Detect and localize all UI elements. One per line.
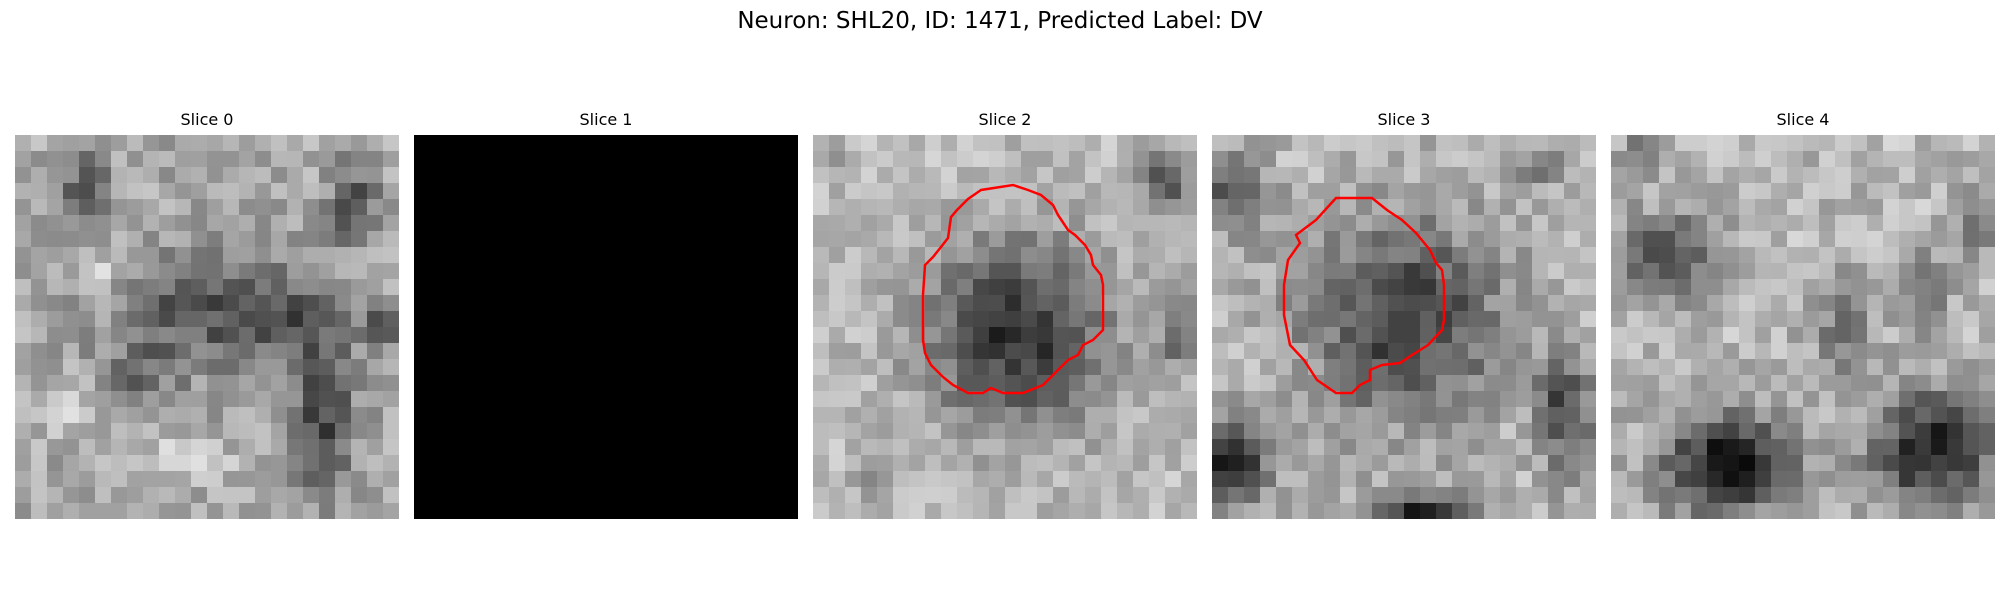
slice-panel-1: Slice 1 [414, 108, 798, 519]
slice-title-3: Slice 3 [1377, 110, 1431, 129]
slice-panel-4: Slice 4 [1611, 108, 1995, 519]
slice-title-2: Slice 2 [978, 110, 1032, 129]
slice-title-1: Slice 1 [579, 110, 633, 129]
slice-panel-2: Slice 2 [813, 108, 1197, 519]
segmentation-contour [921, 183, 1105, 395]
slice-image-3 [1212, 135, 1596, 519]
slice-pixels [813, 135, 1197, 519]
slice-image-1 [414, 135, 798, 519]
slice-pixels [414, 135, 798, 519]
segmentation-contour [1282, 196, 1446, 395]
slice-image-0 [15, 135, 399, 519]
slice-panel-3: Slice 3 [1212, 108, 1596, 519]
slice-pixels [15, 135, 399, 519]
slice-image-4 [1611, 135, 1995, 519]
slice-title-0: Slice 0 [180, 110, 234, 129]
slice-title-4: Slice 4 [1776, 110, 1830, 129]
slice-panel-0: Slice 0 [15, 108, 399, 519]
slice-pixels [1611, 135, 1995, 519]
slice-pixels [1212, 135, 1596, 519]
figure-title: Neuron: SHL20, ID: 1471, Predicted Label… [737, 8, 1263, 34]
slice-image-2 [813, 135, 1197, 519]
